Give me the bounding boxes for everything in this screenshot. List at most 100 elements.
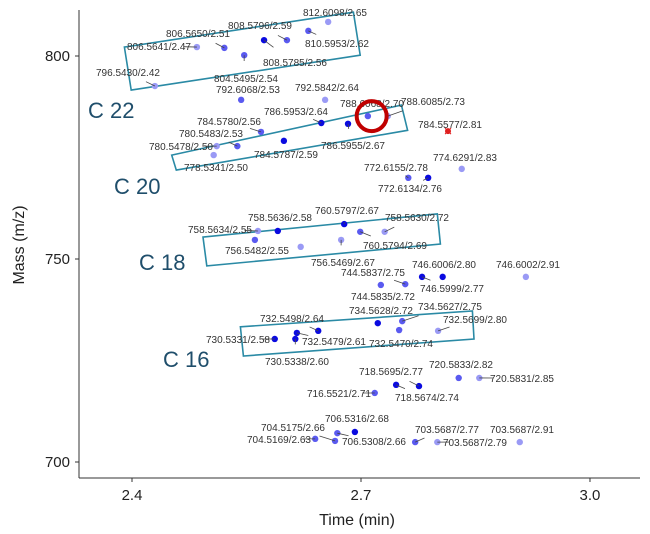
group-box [239, 310, 475, 357]
data-point[interactable] [364, 112, 372, 120]
data-point[interactable] [318, 119, 325, 127]
point-label: 716.5521/2.71 [307, 389, 371, 400]
leader-line [437, 326, 450, 332]
point-label: 734.5628/2.72 [349, 306, 413, 317]
data-point[interactable] [381, 228, 388, 235]
group-label: C 22 [88, 98, 134, 123]
highlight-circle [354, 99, 389, 134]
data-point[interactable] [274, 227, 281, 235]
data-point[interactable] [251, 236, 259, 244]
data-point[interactable] [321, 96, 329, 104]
leader-line [402, 315, 419, 322]
data-point[interactable] [293, 329, 301, 337]
point-label: 760.5794/2.69 [363, 241, 427, 252]
point-label: 730.5338/2.60 [265, 357, 329, 368]
data-point[interactable] [280, 137, 288, 145]
data-point[interactable] [377, 281, 385, 289]
point-label: 808.5785/2.56 [263, 58, 327, 69]
point-label: 788.6068/2.70 [340, 99, 404, 110]
leader-line [422, 177, 429, 181]
leader-line [384, 226, 395, 233]
group-box [202, 213, 442, 267]
point-label: 780.5483/2.53 [179, 129, 243, 140]
data-point[interactable] [351, 428, 359, 436]
point-label: 732.5470/2.74 [369, 339, 433, 350]
point-label: 792.6068/2.53 [216, 85, 280, 96]
data-point[interactable] [357, 228, 364, 235]
point-label: 730.5331/2.58 [206, 335, 270, 346]
data-point[interactable] [210, 151, 217, 159]
data-point[interactable] [237, 96, 245, 104]
point-label: 758.5634/2.55 [188, 225, 252, 236]
data-point[interactable] [305, 27, 312, 35]
point-label: 720.5831/2.85 [490, 374, 554, 385]
point-label: 703.5687/2.79 [443, 438, 507, 449]
leader-line [347, 123, 350, 129]
x-marker-icon [444, 127, 452, 135]
y-tick-label: 750 [45, 251, 70, 268]
leader-line [308, 30, 317, 35]
group-label: C 20 [114, 174, 160, 199]
leader-line [387, 110, 404, 117]
point-label: 744.5837/2.75 [341, 268, 405, 279]
point-label: 756.5469/2.67 [311, 258, 375, 269]
point-label: 774.6291/2.83 [433, 153, 497, 164]
leader-line [415, 437, 425, 443]
x-tick-label: 2.4 [122, 487, 143, 504]
group-box [170, 104, 409, 172]
point-label: 706.5308/2.66 [342, 437, 406, 448]
point-label: 734.5627/2.75 [418, 302, 482, 313]
leader-line [395, 384, 406, 389]
point-label: 703.5687/2.91 [490, 425, 554, 436]
leader-line [312, 119, 322, 124]
data-point[interactable] [151, 82, 159, 90]
point-label: 810.5953/2.62 [305, 39, 369, 50]
point-label: 758.5636/2.58 [248, 213, 312, 224]
point-label: 744.5835/2.72 [351, 292, 415, 303]
data-point[interactable] [395, 326, 403, 334]
data-point[interactable] [374, 319, 381, 327]
data-point[interactable] [455, 374, 462, 382]
data-point[interactable] [418, 273, 426, 281]
leader-line [393, 279, 406, 285]
group-label: C 18 [139, 250, 185, 275]
data-point[interactable] [344, 120, 352, 128]
point-label: 718.5695/2.77 [359, 367, 423, 378]
point-label: 760.5797/2.67 [315, 206, 379, 217]
point-label: 778.5341/2.50 [184, 163, 248, 174]
point-label: 732.5479/2.61 [302, 337, 366, 348]
point-label: 784.5780/2.56 [197, 117, 261, 128]
leader-line [319, 435, 336, 442]
x-tick-label: 2.7 [351, 487, 372, 504]
point-label: 808.5796/2.59 [228, 21, 292, 32]
y-axis-title: Mass (m/z) [11, 205, 28, 284]
point-label: 772.6155/2.78 [364, 163, 428, 174]
point-label: 746.5999/2.77 [420, 284, 484, 295]
data-point[interactable] [297, 243, 304, 251]
point-label: 746.6002/2.91 [496, 260, 560, 271]
y-tick-label: 700 [45, 454, 70, 471]
point-label: 756.5482/2.55 [225, 246, 289, 257]
data-point[interactable] [411, 438, 419, 446]
data-point[interactable] [516, 438, 523, 446]
leader-line [309, 326, 319, 332]
data-point[interactable] [458, 165, 465, 173]
point-label: 796.5430/2.42 [96, 68, 160, 79]
leader-line [337, 432, 349, 437]
leader-line [263, 39, 274, 48]
point-label: 806.5641/2.47 [127, 42, 191, 53]
point-label: 704.5169/2.63 [247, 435, 311, 446]
data-point[interactable] [522, 273, 530, 281]
data-point[interactable] [439, 273, 446, 281]
leader-line [215, 42, 225, 49]
leader-line [228, 141, 238, 147]
point-label: 718.5674/2.74 [395, 393, 459, 404]
point-label: 784.5577/2.81 [418, 120, 482, 131]
point-label: 792.5842/2.64 [295, 83, 359, 94]
leader-line [277, 35, 288, 41]
point-label: 732.5498/2.64 [260, 314, 324, 325]
data-point[interactable] [324, 18, 332, 26]
point-label: 703.5687/2.77 [415, 425, 479, 436]
group-box [123, 11, 362, 92]
point-label: 706.5316/2.68 [325, 414, 389, 425]
